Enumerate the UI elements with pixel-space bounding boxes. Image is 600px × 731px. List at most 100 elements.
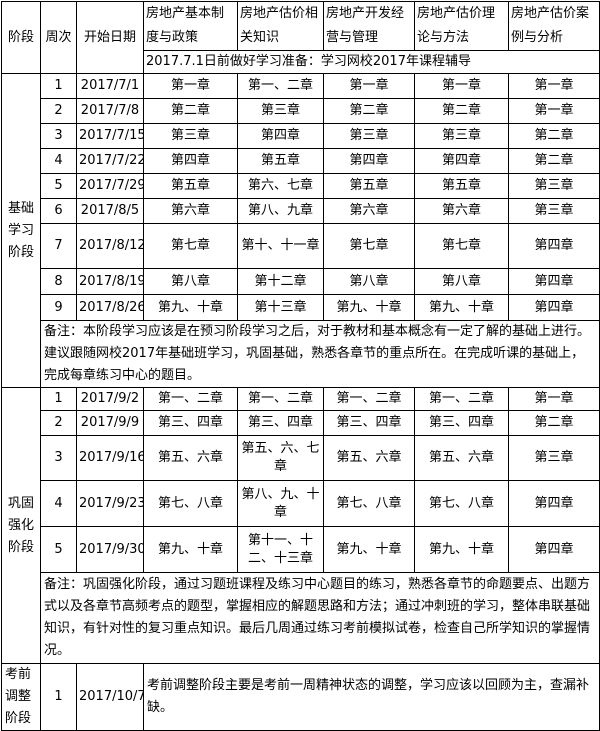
start-date: 2017/8/26 xyxy=(76,294,144,321)
chapter-cell: 第三章 xyxy=(508,173,600,199)
chapter-cell: 第四章 xyxy=(508,480,600,527)
week-number: 8 xyxy=(40,268,77,295)
start-date: 2017/7/29 xyxy=(76,173,144,199)
chapter-cell: 第一、二章 xyxy=(237,387,324,411)
start-date: 2017/7/15 xyxy=(76,123,144,149)
chapter-cell: 第四章 xyxy=(508,526,600,573)
chapter-cell: 第一、二章 xyxy=(143,387,238,411)
week-number: 1 xyxy=(40,663,77,731)
start-date: 2017/9/23 xyxy=(76,480,144,527)
prep-note: 2017.7.1日前做好学习准备：学习网校2017年课程辅导 xyxy=(143,50,600,74)
chapter-cell: 第五章 xyxy=(143,173,238,199)
chapter-cell: 第四章 xyxy=(414,148,509,174)
table-row: 8 2017/8/19 第八章 第十二章 第八章 第八章 第四章 xyxy=(2,268,600,295)
table-row: 9 2017/8/26 第九、十章 第十三章 第九、十章 第九、十章 第四章 xyxy=(2,294,600,321)
chapter-cell: 第六、七章 xyxy=(237,173,324,199)
phase-note: 备注：巩固强化阶段，通过习题班课程及练习中心题目的练习，熟悉各章节的命题要点、出… xyxy=(40,572,600,664)
chapter-cell: 第四章 xyxy=(237,123,324,149)
week-number: 4 xyxy=(40,148,77,174)
phase-note: 备注：本阶段学习应该是在预习阶段学习之后，对于教材和基本概念有一定了解的基础上进… xyxy=(40,320,600,388)
chapter-cell: 第一、二章 xyxy=(237,73,324,99)
chapter-cell: 第十一、十二、十三章 xyxy=(237,526,324,573)
chapter-cell: 第四章 xyxy=(323,148,415,174)
chapter-cell: 第二章 xyxy=(508,148,600,174)
table-row: 2 2017/9/9 第三、四章 第三、四章 第三、四章 第三、四章 第二章 xyxy=(2,410,600,436)
week-number: 9 xyxy=(40,294,77,321)
chapter-cell: 第六章 xyxy=(143,198,238,224)
header-subject: 房地产估价理论与方法 xyxy=(414,1,509,51)
chapter-cell: 第六章 xyxy=(323,198,415,224)
chapter-cell: 第九、十章 xyxy=(414,526,509,573)
chapter-cell: 第九、十章 xyxy=(414,294,509,321)
week-number: 2 xyxy=(40,98,77,124)
start-date: 2017/7/1 xyxy=(76,73,144,99)
chapter-cell: 第一章 xyxy=(508,73,600,99)
chapter-cell: 第三章 xyxy=(323,123,415,149)
chapter-cell: 第三、四章 xyxy=(237,410,324,436)
chapter-cell: 第一章 xyxy=(508,98,600,124)
week-number: 2 xyxy=(40,410,77,436)
chapter-cell: 第五章 xyxy=(414,173,509,199)
chapter-cell: 第十、十一章 xyxy=(237,223,324,269)
chapter-cell: 第二章 xyxy=(323,98,415,124)
chapter-cell: 第一章 xyxy=(143,73,238,99)
chapter-cell: 第二章 xyxy=(508,123,600,149)
chapter-cell: 第九、十章 xyxy=(323,294,415,321)
chapter-cell: 第一章 xyxy=(508,387,600,411)
start-date: 2017/9/2 xyxy=(76,387,144,411)
table-row: 巩固强化阶段 1 2017/9/2 第一、二章 第一、二章 第一、二章 第一、二章 第一章 xyxy=(1,387,600,664)
phase-label: 基础学习阶段 xyxy=(1,73,41,388)
table-row: 3 2017/9/16 第五、六章 第五、六、七章 第五、六章 第五、六章 第三章 xyxy=(2,435,600,481)
chapter-cell: 第四章 xyxy=(508,294,600,321)
chapter-cell: 第七章 xyxy=(323,223,415,269)
table-row: 基础学习阶段 1 2017/7/1 第一章 第一、二章 第一章 第一章 第一章 xyxy=(1,73,600,388)
chapter-cell: 第五章 xyxy=(323,173,415,199)
chapter-cell: 第十二章 xyxy=(237,268,324,295)
chapter-cell: 第三、四章 xyxy=(323,410,415,436)
chapter-cell: 第七章 xyxy=(143,223,238,269)
chapter-cell: 第六章 xyxy=(414,198,509,224)
chapter-cell: 第七、八章 xyxy=(143,480,238,527)
chapter-cell: 第一、二章 xyxy=(323,387,415,411)
phase-label: 巩固强化阶段 xyxy=(1,387,41,664)
chapter-cell: 第三章 xyxy=(143,123,238,149)
chapter-cell: 第七、八章 xyxy=(323,480,415,527)
week-number: 5 xyxy=(40,173,77,199)
header-subject: 房地产基本制度与政策 xyxy=(143,1,238,51)
chapter-cell: 第九、十章 xyxy=(323,526,415,573)
chapter-cell: 第二章 xyxy=(508,410,600,436)
header-week: 周次 xyxy=(40,1,77,74)
week-number: 1 xyxy=(40,73,77,99)
header-start-date: 开始日期 xyxy=(76,1,144,74)
table-row: 3 2017/7/15 第三章 第四章 第三章 第三章 第二章 xyxy=(2,123,600,149)
table-row: 5 2017/9/30 第九、十章 第十一、十二、十三章 第九、十章 第九、十章 第四章 xyxy=(2,526,600,573)
start-date: 2017/9/9 xyxy=(76,410,144,436)
chapter-cell: 第三章 xyxy=(508,435,600,481)
start-date: 2017/9/30 xyxy=(76,526,144,573)
chapter-cell: 第五章 xyxy=(237,148,324,174)
start-date: 2017/8/5 xyxy=(76,198,144,224)
header-subject: 房地产开发经营与管理 xyxy=(323,1,415,51)
week-number: 4 xyxy=(40,480,77,527)
chapter-cell: 第二章 xyxy=(414,98,509,124)
chapter-cell: 第八、九、十章 xyxy=(237,480,324,527)
start-date: 2017/8/12 xyxy=(76,223,144,269)
chapter-cell: 第四章 xyxy=(143,148,238,174)
chapter-cell: 第一、二章 xyxy=(414,387,509,411)
chapter-cell: 第五、六、七章 xyxy=(237,435,324,481)
chapter-cell: 第七、八章 xyxy=(414,480,509,527)
chapter-cell: 第五、六章 xyxy=(414,435,509,481)
chapter-cell: 第八章 xyxy=(414,268,509,295)
start-date: 2017/9/16 xyxy=(76,435,144,481)
chapter-cell: 第二章 xyxy=(143,98,238,124)
chapter-cell: 第一章 xyxy=(323,73,415,99)
chapter-cell: 第十三章 xyxy=(237,294,324,321)
chapter-cell: 第九、十章 xyxy=(143,526,238,573)
chapter-cell: 第八章 xyxy=(323,268,415,295)
week-number: 6 xyxy=(40,198,77,224)
week-number: 1 xyxy=(40,387,77,411)
chapter-cell: 第三章 xyxy=(414,123,509,149)
header-phase: 阶段 xyxy=(1,1,41,74)
start-date: 2017/8/19 xyxy=(76,268,144,295)
